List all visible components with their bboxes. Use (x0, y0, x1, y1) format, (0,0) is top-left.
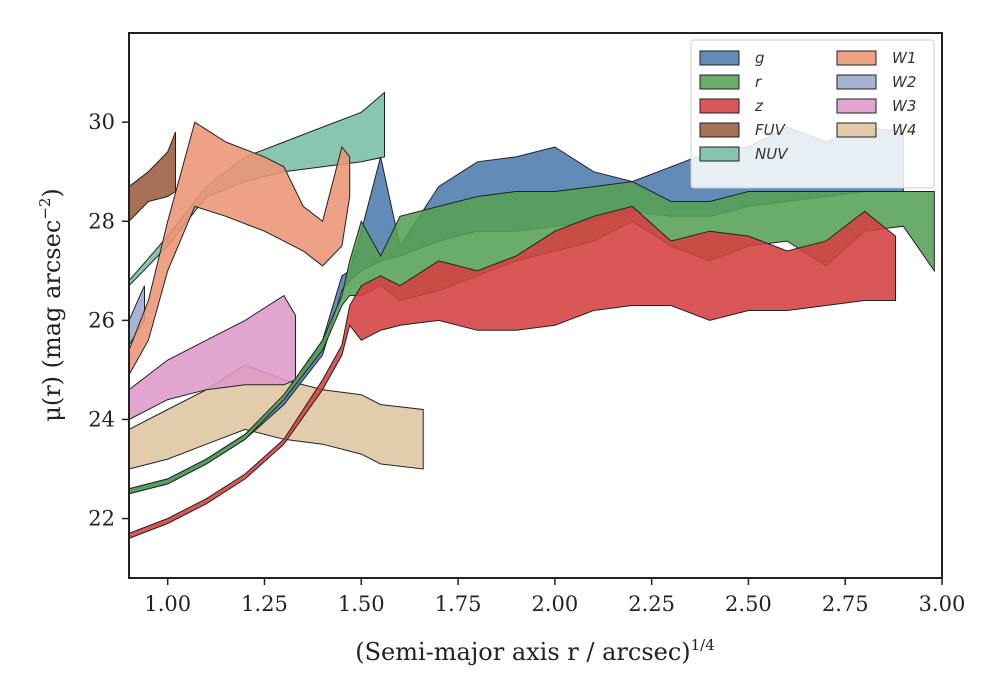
y-axis-label-superscript: −2 (36, 198, 54, 220)
legend-swatch-w3 (836, 98, 877, 114)
legend-label-fuv: FUV (755, 121, 787, 139)
y-tick-label: 28 (88, 209, 115, 233)
y-tick-label: 26 (88, 308, 115, 332)
legend-swatch-w1 (836, 50, 877, 66)
legend-swatch-w2 (836, 74, 877, 90)
y-tick-label: 30 (88, 110, 115, 134)
legend-swatch-z (699, 98, 740, 114)
x-tick-label: 2.00 (531, 592, 578, 616)
series-band-w1 (128, 121, 351, 377)
plot-frame (128, 32, 943, 579)
series-band-w3 (128, 294, 296, 421)
legend-label-z: z (754, 97, 764, 115)
x-tick-label: 1.25 (241, 592, 288, 616)
legend-label-w2: W2 (892, 73, 916, 91)
x-tick-label: 1.50 (338, 592, 385, 616)
legend-swatch-w4 (836, 122, 877, 138)
x-axis-label-superscript: 1/4 (691, 636, 715, 654)
series-band-z (128, 205, 896, 540)
legend-label-w3: W3 (892, 97, 916, 115)
y-tick-label: 22 (88, 507, 115, 531)
x-axis-label-text: (Semi-major axis r / arcsec) (355, 638, 690, 666)
x-axis-label: (Semi-major axis r / arcsec)1/4 (355, 636, 715, 666)
x-tick-label: 1.75 (435, 592, 482, 616)
x-tick-label: 2.50 (725, 592, 772, 616)
legend-label-r: r (755, 73, 762, 91)
legend-swatch-g (699, 50, 740, 66)
legend-swatch-r (699, 74, 740, 90)
y-axis-label: μ(r) (mag arcsec−2) (36, 188, 66, 422)
x-tick-label: 3.00 (919, 592, 966, 616)
legend-swatch-nuv (699, 146, 740, 162)
series-band-fuv (128, 131, 176, 223)
legend-entries: grz FUV NUV W1 W2 W3 W4 (699, 49, 916, 163)
x-tick-label: 2.25 (628, 592, 675, 616)
legend-label-w4: W4 (892, 121, 916, 139)
legend-swatch-fuv (699, 122, 740, 138)
y-axis-label-text: μ(r) (mag arcsec (38, 220, 66, 422)
legend: grz FUV NUV W1 W2 W3 W4 (690, 39, 935, 189)
legend-label-g: g (755, 49, 765, 67)
legend-label-nuv: NUV (755, 145, 789, 163)
y-axis-label-suffix: ) (38, 188, 66, 197)
x-tick-label: 2.75 (822, 592, 869, 616)
legend-label-w1: W1 (892, 49, 916, 67)
y-axis-ticks: 22 24 26 28 30 (88, 110, 129, 531)
x-axis-ticks: 1.00 1.25 1.50 1.75 2.00 2.25 2.50 2.75 3.00 (144, 578, 965, 616)
y-tick-label: 24 (88, 407, 115, 431)
x-tick-label: 1.00 (144, 592, 191, 616)
